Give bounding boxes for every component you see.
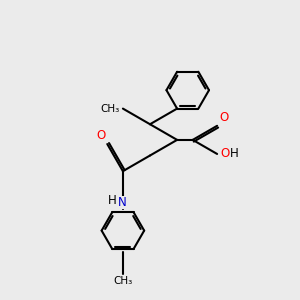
Text: H: H (107, 194, 116, 207)
Text: O: O (96, 129, 105, 142)
Text: N: N (118, 196, 127, 209)
Text: CH₃: CH₃ (101, 103, 120, 114)
Text: CH₃: CH₃ (113, 276, 133, 286)
Text: H: H (230, 148, 239, 160)
Text: O: O (220, 148, 229, 160)
Text: O: O (219, 111, 228, 124)
